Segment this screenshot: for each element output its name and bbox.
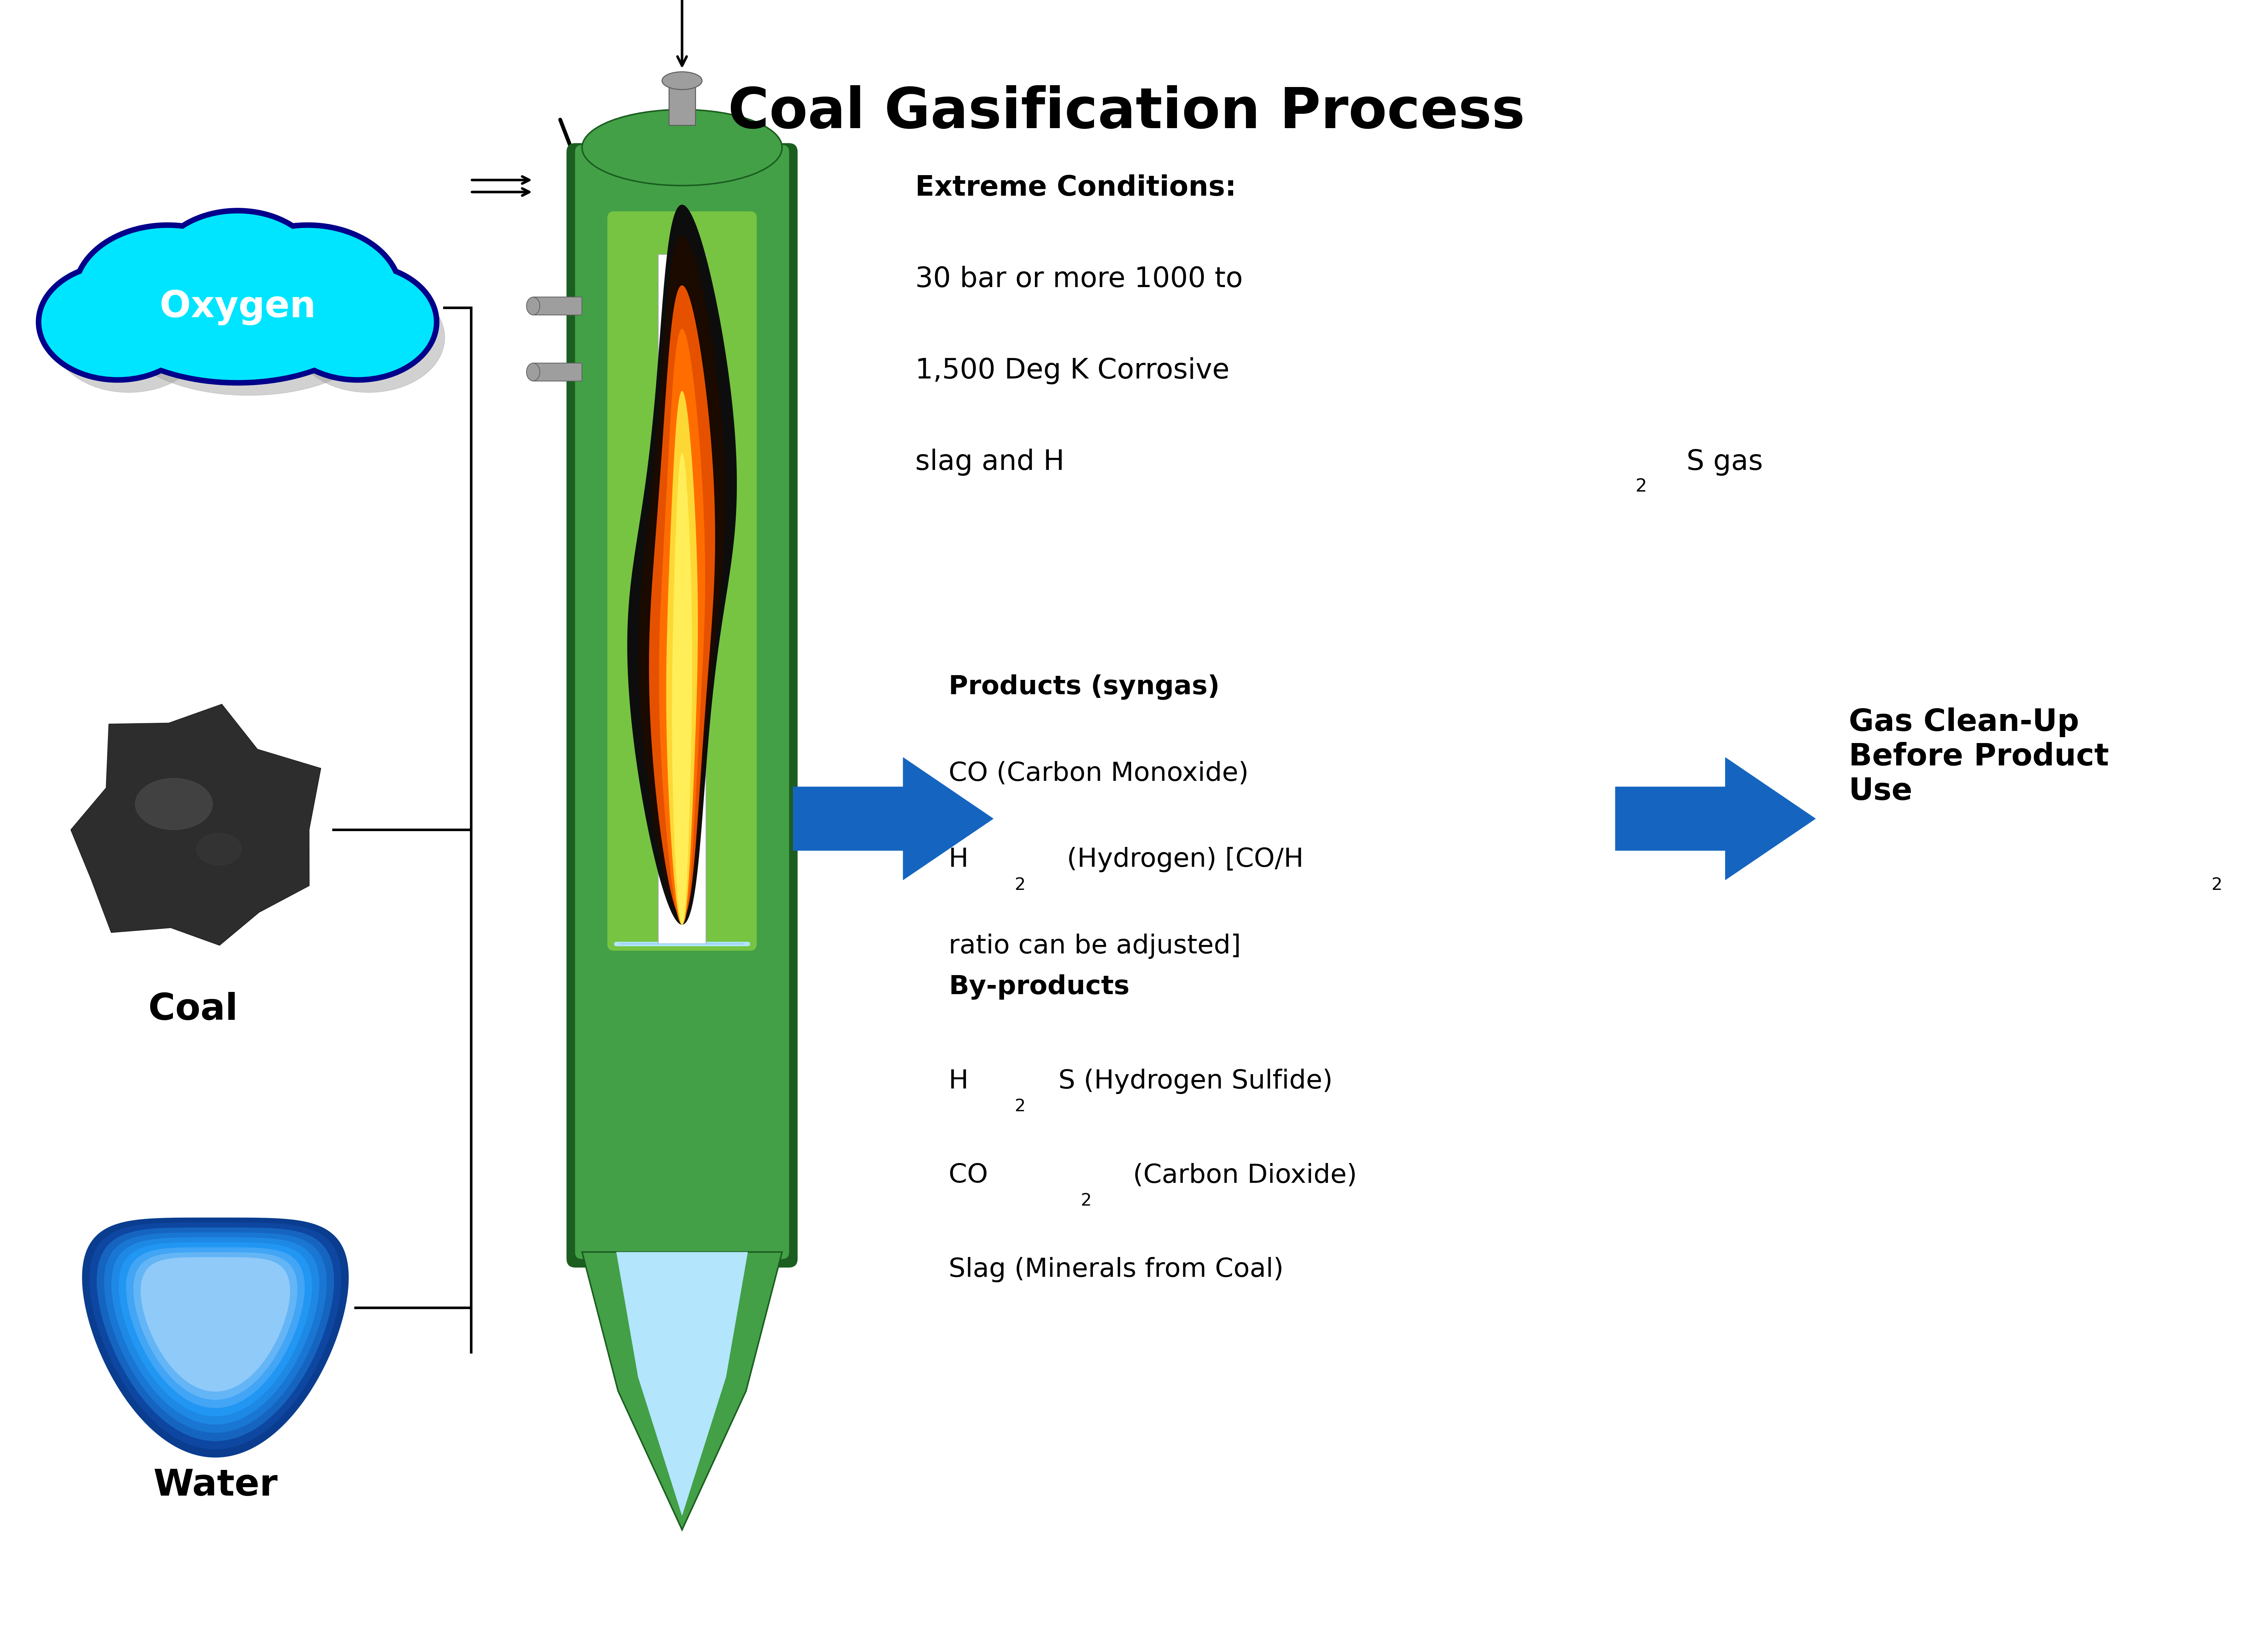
Ellipse shape bbox=[219, 228, 397, 358]
Polygon shape bbox=[617, 1252, 748, 1517]
Text: S gas: S gas bbox=[1687, 448, 1764, 476]
FancyBboxPatch shape bbox=[566, 144, 798, 1267]
Polygon shape bbox=[626, 205, 737, 925]
Ellipse shape bbox=[41, 268, 194, 377]
Ellipse shape bbox=[293, 282, 444, 393]
Ellipse shape bbox=[101, 244, 374, 385]
Ellipse shape bbox=[88, 244, 268, 373]
Ellipse shape bbox=[158, 213, 318, 329]
Text: H: H bbox=[949, 847, 969, 872]
Polygon shape bbox=[1615, 758, 1816, 881]
Polygon shape bbox=[126, 1247, 304, 1408]
FancyBboxPatch shape bbox=[575, 144, 791, 1260]
Bar bbox=[534, 363, 581, 382]
Polygon shape bbox=[658, 329, 705, 925]
Text: S (Hydrogen Sulfide): S (Hydrogen Sulfide) bbox=[1059, 1069, 1334, 1094]
Bar bbox=[669, 81, 696, 126]
Ellipse shape bbox=[282, 268, 433, 377]
Text: Gas Clean-Up
Before Product
Use: Gas Clean-Up Before Product Use bbox=[1850, 707, 2109, 806]
Text: 2: 2 bbox=[2210, 877, 2221, 894]
Polygon shape bbox=[793, 758, 994, 881]
Polygon shape bbox=[133, 1252, 297, 1399]
Polygon shape bbox=[671, 453, 692, 925]
Text: 2: 2 bbox=[1014, 1099, 1025, 1115]
Polygon shape bbox=[70, 704, 320, 945]
Text: 2: 2 bbox=[1636, 477, 1647, 496]
Ellipse shape bbox=[151, 208, 322, 335]
Text: ratio can be adjusted]: ratio can be adjusted] bbox=[949, 933, 1241, 958]
Text: slag and H: slag and H bbox=[915, 448, 1066, 476]
Ellipse shape bbox=[119, 266, 379, 395]
Polygon shape bbox=[110, 1237, 320, 1424]
Polygon shape bbox=[119, 1242, 313, 1416]
Text: 2: 2 bbox=[1081, 1193, 1090, 1209]
Text: Coal Gasification Process: Coal Gasification Process bbox=[728, 86, 1525, 140]
Bar bbox=[534, 297, 581, 316]
Polygon shape bbox=[90, 1222, 342, 1449]
Ellipse shape bbox=[169, 230, 329, 345]
Ellipse shape bbox=[135, 778, 212, 829]
Ellipse shape bbox=[527, 297, 541, 316]
Ellipse shape bbox=[72, 223, 264, 363]
Text: Products (syngas): Products (syngas) bbox=[949, 674, 1219, 700]
Ellipse shape bbox=[212, 223, 403, 363]
Ellipse shape bbox=[527, 363, 541, 382]
Text: H: H bbox=[949, 1069, 969, 1094]
Ellipse shape bbox=[77, 228, 257, 358]
Polygon shape bbox=[140, 1257, 291, 1391]
Text: Coal: Coal bbox=[149, 991, 239, 1028]
Text: (Hydrogen) [CO/H: (Hydrogen) [CO/H bbox=[1059, 847, 1304, 872]
Polygon shape bbox=[81, 1218, 349, 1457]
Text: Slag (Minerals from Coal): Slag (Minerals from Coal) bbox=[949, 1257, 1284, 1282]
Ellipse shape bbox=[277, 261, 439, 383]
Ellipse shape bbox=[581, 109, 782, 185]
Bar bbox=[658, 254, 705, 943]
Ellipse shape bbox=[662, 71, 703, 89]
Text: 2: 2 bbox=[1014, 877, 1025, 894]
Polygon shape bbox=[667, 392, 698, 925]
Text: By-products: By-products bbox=[949, 975, 1129, 999]
FancyBboxPatch shape bbox=[608, 211, 757, 950]
Polygon shape bbox=[104, 1232, 327, 1432]
Polygon shape bbox=[97, 1227, 333, 1441]
Polygon shape bbox=[581, 1252, 782, 1530]
Polygon shape bbox=[638, 236, 725, 919]
Text: Water: Water bbox=[153, 1467, 277, 1503]
Text: CO: CO bbox=[949, 1163, 989, 1188]
Ellipse shape bbox=[52, 282, 205, 393]
FancyBboxPatch shape bbox=[615, 942, 750, 947]
Text: CO (Carbon Monoxide): CO (Carbon Monoxide) bbox=[949, 760, 1248, 786]
Polygon shape bbox=[649, 286, 714, 919]
Text: Extreme Conditions:: Extreme Conditions: bbox=[915, 173, 1237, 202]
Text: 30 bar or more 1000 to: 30 bar or more 1000 to bbox=[915, 266, 1244, 292]
Text: (Carbon Dioxide): (Carbon Dioxide) bbox=[1124, 1163, 1356, 1188]
Text: Oxygen: Oxygen bbox=[160, 289, 315, 325]
Ellipse shape bbox=[230, 244, 408, 373]
Text: 1,500 Deg K Corrosive: 1,500 Deg K Corrosive bbox=[915, 357, 1230, 385]
Ellipse shape bbox=[36, 261, 198, 383]
Ellipse shape bbox=[108, 249, 367, 380]
Ellipse shape bbox=[196, 833, 241, 866]
